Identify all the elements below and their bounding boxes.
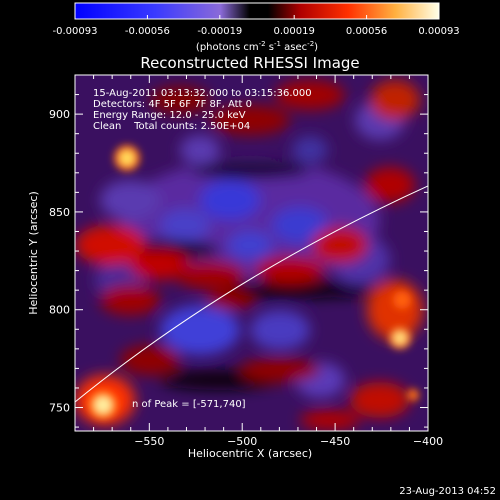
x-tick-label: −550: [134, 435, 164, 448]
colorbar-tick-label: 0.00019: [274, 26, 315, 37]
info-annotations: 15-Aug-2011 03:13:32.000 to 03:15:36.000…: [93, 88, 312, 410]
x-tick-label: −500: [227, 435, 257, 448]
footer-date: 23-Aug-2013 04:52: [399, 486, 496, 497]
energy-range-text: Energy Range: 12.0 - 25.0 keV: [93, 110, 246, 121]
x-axis: −550 −500 −450 −400: [74, 75, 443, 448]
x-axis-label: Heliocentric X (arcsec): [188, 447, 312, 460]
x-tick-label: −450: [320, 435, 350, 448]
y-tick-label: 750: [49, 402, 70, 415]
colorbar: -0.00093 -0.00056 -0.00019 0.00019 0.00056 0.…: [53, 2, 460, 53]
colorbar-tick-label: -0.00019: [197, 26, 242, 37]
x-tick-label: −400: [413, 435, 443, 448]
colorbar-tick-label: 0.00056: [346, 26, 387, 37]
peak-location-text: n of Peak = [-571,740]: [132, 399, 246, 410]
y-tick-label: 800: [49, 304, 70, 317]
rhessi-image: [75, 75, 428, 431]
plot-frame: [74, 74, 429, 432]
colorbar-tick-label: -0.00056: [125, 26, 170, 37]
colorbar-units: (photons cm-2 s-1 asec-2): [196, 40, 318, 53]
colorbar-tick-label: -0.00093: [53, 26, 98, 37]
colorbar-tick-label: 0.00093: [418, 26, 459, 37]
clean-counts-text: Clean Total counts: 2.50E+04: [93, 121, 250, 132]
plot-title: Reconstructed RHESSI Image: [140, 54, 359, 72]
y-axis-label: Heliocentric Y (arcsec): [27, 191, 40, 315]
solar-limb-line: [75, 185, 428, 403]
colorbar-ticks: -0.00093 -0.00056 -0.00019 0.00019 0.00056 0.…: [53, 15, 460, 37]
time-range-text: 15-Aug-2011 03:13:32.000 to 03:15:36.000: [93, 88, 312, 99]
y-tick-label: 900: [49, 108, 70, 121]
y-axis: 900 850 800 750: [49, 74, 428, 428]
detectors-text: Detectors: 4F 5F 6F 7F 8F, Att 0: [93, 99, 252, 110]
y-tick-label: 850: [49, 206, 70, 219]
colorbar-gradient: [74, 2, 440, 20]
